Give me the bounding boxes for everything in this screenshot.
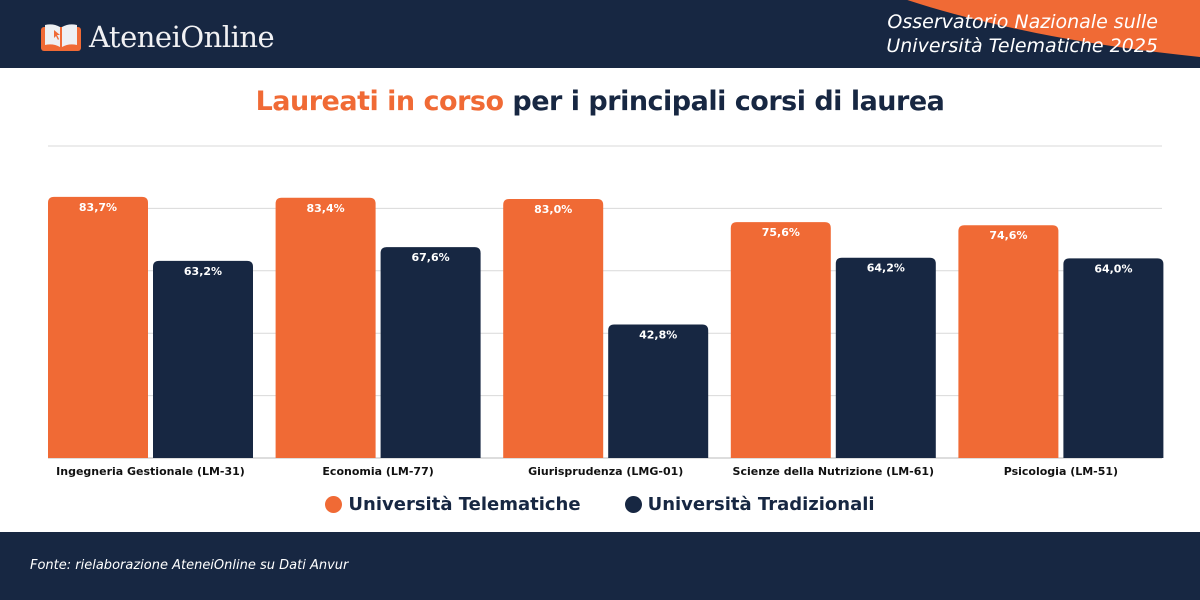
observatory-line-2: Università Telematiche 2025 — [886, 35, 1158, 57]
bar-telematiche — [958, 225, 1059, 458]
book-icon — [41, 24, 81, 51]
observatory-line-1: Osservatorio Nazionale sulle — [887, 11, 1158, 33]
data-label: 75,6% — [762, 226, 800, 239]
data-label: 64,0% — [1094, 262, 1132, 275]
bar-telematiche — [48, 196, 148, 458]
x-tick-label: Economia (LM-77) — [322, 465, 433, 478]
bar-tradizionali — [608, 324, 709, 458]
data-label: 74,6% — [989, 229, 1027, 242]
data-label: 42,8% — [639, 328, 677, 341]
bar-chart: 83,7% 63,2% Ingegneria Gestionale (LM-31) 8… — [48, 145, 1164, 478]
data-label: 63,2% — [184, 265, 222, 278]
legend-swatch-navy — [624, 496, 642, 513]
bar-telematiche — [275, 197, 376, 459]
chart-title: Laureati in corso per i principali corsi… — [0, 86, 1200, 117]
legend: Università Telematiche Università Tradiz… — [0, 494, 1200, 515]
legend-swatch-orange — [325, 496, 343, 513]
legend-label: Università Tradizionali — [647, 494, 875, 515]
bar-telematiche — [730, 222, 831, 458]
legend-item-tradizionali: Università Tradizionali — [624, 494, 875, 515]
footer: Fonte: rielaborazione AteneiOnline su Da… — [0, 532, 1200, 600]
title-highlight: Laureati in corso — [255, 86, 504, 117]
title-rest: per i principali corsi di laurea — [503, 86, 945, 117]
bar-telematiche — [503, 199, 604, 459]
x-tick-label: Ingegneria Gestionale (LM-31) — [56, 465, 245, 478]
source-note: Fonte: rielaborazione AteneiOnline su Da… — [30, 558, 349, 573]
data-label: 64,2% — [867, 262, 905, 275]
x-tick-label: Giurisprudenza (LMG-01) — [528, 465, 683, 478]
data-label: 83,7% — [79, 201, 117, 214]
bar-tradizionali — [1063, 258, 1164, 458]
x-tick-label: Psicologia (LM-51) — [1004, 465, 1118, 478]
observatory-title: Osservatorio Nazionale sulle Università … — [886, 10, 1158, 58]
header: AteneiOnline Osservatorio Nazionale sull… — [0, 0, 1200, 68]
legend-item-telematiche: Università Telematiche — [325, 494, 581, 515]
logo-text: AteneiOnline — [89, 20, 275, 54]
x-tick-label: Scienze della Nutrizione (LM-61) — [733, 465, 935, 478]
bar-tradizionali — [835, 257, 936, 458]
legend-label: Università Telematiche — [348, 494, 581, 515]
data-label: 67,6% — [412, 251, 450, 264]
logo[interactable]: AteneiOnline — [41, 20, 275, 54]
data-label: 83,4% — [307, 202, 345, 215]
data-label: 83,0% — [534, 203, 572, 216]
bar-tradizionali — [380, 247, 481, 458]
bar-tradizionali — [153, 260, 253, 458]
